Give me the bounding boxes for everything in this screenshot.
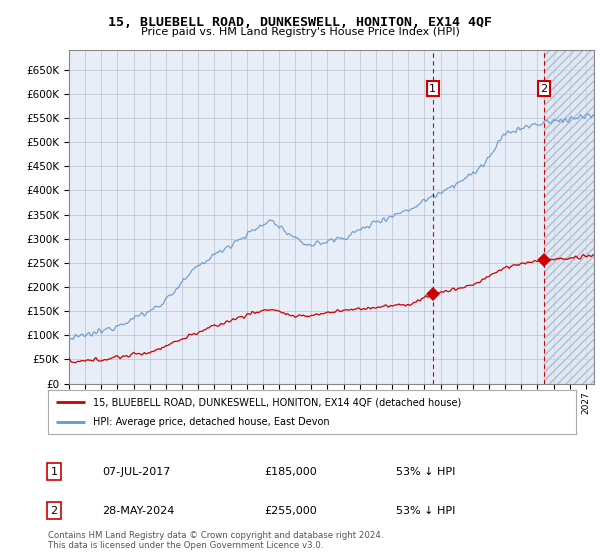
Text: 1: 1 [429, 83, 436, 94]
Text: 2: 2 [50, 506, 58, 516]
Text: HPI: Average price, detached house, East Devon: HPI: Average price, detached house, East… [93, 417, 329, 427]
Text: Contains HM Land Registry data © Crown copyright and database right 2024.
This d: Contains HM Land Registry data © Crown c… [48, 531, 383, 550]
Text: 15, BLUEBELL ROAD, DUNKESWELL, HONITON, EX14 4QF (detached house): 15, BLUEBELL ROAD, DUNKESWELL, HONITON, … [93, 397, 461, 407]
Text: 28-MAY-2024: 28-MAY-2024 [102, 506, 175, 516]
Text: Price paid vs. HM Land Registry's House Price Index (HPI): Price paid vs. HM Land Registry's House … [140, 27, 460, 37]
Text: 53% ↓ HPI: 53% ↓ HPI [396, 506, 455, 516]
Bar [544, 50, 600, 384]
Text: 53% ↓ HPI: 53% ↓ HPI [396, 466, 455, 477]
Text: £185,000: £185,000 [264, 466, 317, 477]
Text: 1: 1 [50, 466, 58, 477]
Text: £255,000: £255,000 [264, 506, 317, 516]
Text: 07-JUL-2017: 07-JUL-2017 [102, 466, 170, 477]
Bar [544, 50, 600, 384]
Text: 15, BLUEBELL ROAD, DUNKESWELL, HONITON, EX14 4QF: 15, BLUEBELL ROAD, DUNKESWELL, HONITON, … [108, 16, 492, 29]
Text: 2: 2 [541, 83, 548, 94]
